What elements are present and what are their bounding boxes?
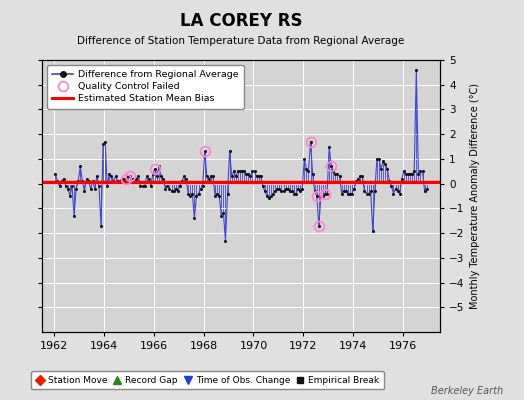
Text: Difference of Station Temperature Data from Regional Average: Difference of Station Temperature Data f… bbox=[78, 36, 405, 46]
Y-axis label: Monthly Temperature Anomaly Difference (°C): Monthly Temperature Anomaly Difference (… bbox=[470, 83, 480, 309]
Legend: Station Move, Record Gap, Time of Obs. Change, Empirical Break: Station Move, Record Gap, Time of Obs. C… bbox=[31, 372, 384, 390]
Text: Berkeley Earth: Berkeley Earth bbox=[431, 386, 503, 396]
Legend: Difference from Regional Average, Quality Control Failed, Estimated Station Mean: Difference from Regional Average, Qualit… bbox=[47, 65, 244, 109]
Text: LA COREY RS: LA COREY RS bbox=[180, 12, 302, 30]
